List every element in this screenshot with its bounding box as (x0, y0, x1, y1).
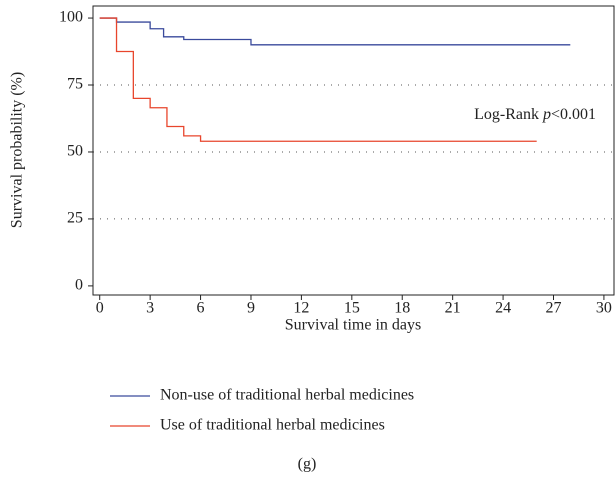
x-tick-label: 6 (197, 300, 205, 317)
x-tick-label: 3 (146, 300, 154, 317)
legend-label: Non-use of traditional herbal medicines (160, 387, 414, 404)
x-tick-label: 0 (96, 300, 104, 317)
y-axis-label: Survival probability (%) (9, 72, 26, 228)
annotation-italic: p (542, 106, 551, 123)
x-tick-label: 9 (247, 300, 255, 317)
y-tick-label: 25 (67, 210, 83, 227)
caption: (g) (298, 456, 317, 473)
legend-label: Use of traditional herbal medicines (160, 417, 385, 434)
x-tick-label: 12 (293, 300, 309, 317)
y-tick-label: 0 (75, 277, 83, 294)
y-tick-label: 75 (67, 76, 83, 93)
x-axis-label: Survival time in days (285, 317, 421, 334)
x-tick-label: 27 (545, 300, 561, 317)
plot-frame (92, 5, 615, 296)
x-tick-label: 24 (495, 300, 511, 317)
x-tick-label: 30 (596, 300, 612, 317)
y-tick-label: 100 (59, 9, 83, 26)
x-tick-label: 21 (445, 300, 461, 317)
annotation-text: Log-Rank (474, 106, 543, 123)
survival-line (99, 17, 537, 142)
annotation-text: <0.001 (551, 106, 596, 123)
x-tick-label: 15 (344, 300, 360, 317)
y-tick-label: 50 (67, 143, 83, 160)
survival-line (99, 17, 571, 46)
x-tick-label: 18 (394, 300, 410, 317)
annotation: Log-Rank p<0.001 (474, 106, 596, 123)
